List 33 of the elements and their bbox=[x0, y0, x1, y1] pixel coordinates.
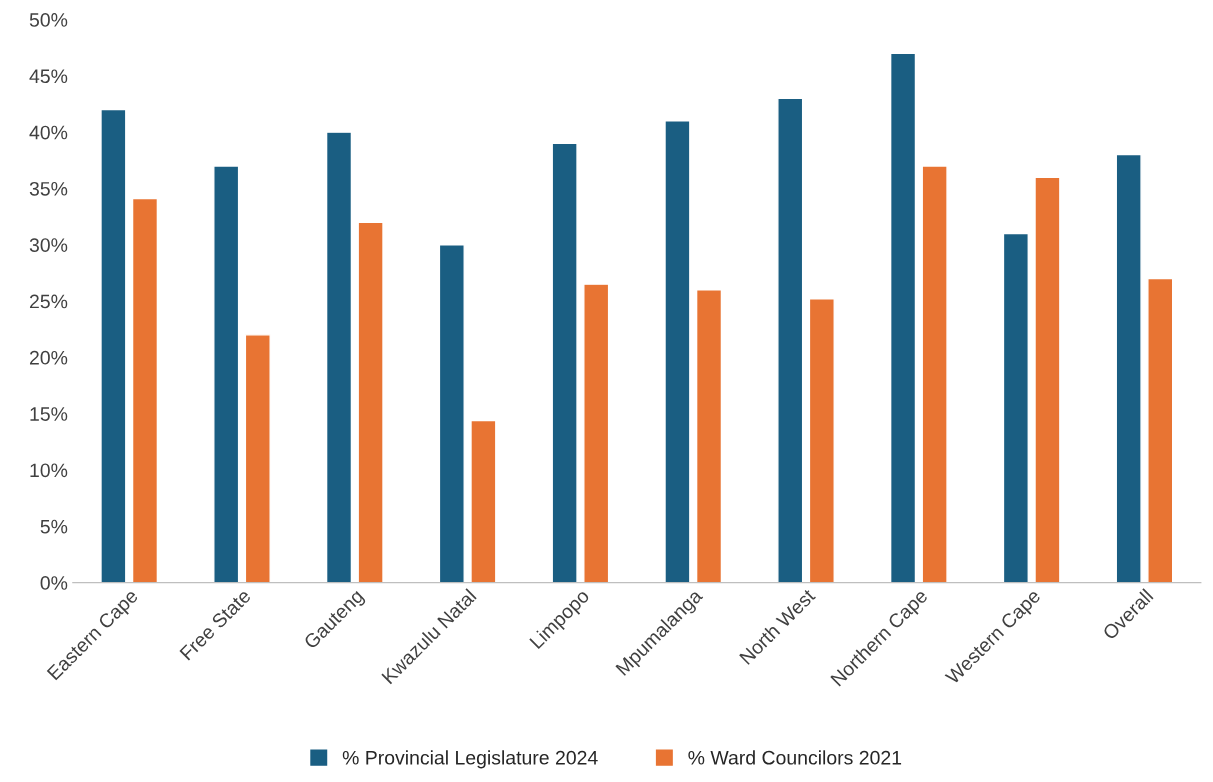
bar bbox=[1034, 176, 1061, 583]
bar bbox=[583, 283, 610, 583]
y-tick-label: 5% bbox=[40, 519, 68, 534]
bar bbox=[470, 419, 497, 583]
bar bbox=[551, 142, 578, 583]
y-tick-label: 15% bbox=[30, 407, 68, 421]
y-tick-label: 30% bbox=[29, 238, 68, 252]
bar bbox=[695, 289, 723, 583]
bar bbox=[921, 165, 948, 583]
bar bbox=[244, 334, 271, 583]
y-tick-label: 0% bbox=[40, 576, 68, 590]
bar bbox=[1115, 153, 1142, 583]
legend-label: % Provincial Legislature 2024 bbox=[342, 750, 598, 769]
y-tick-label: 50% bbox=[29, 13, 68, 27]
bar bbox=[325, 131, 353, 583]
y-tick-label: 25% bbox=[29, 294, 68, 309]
bar bbox=[357, 221, 384, 583]
bar bbox=[213, 165, 240, 583]
y-tick-label: 10% bbox=[30, 463, 68, 478]
y-tick-label: 40% bbox=[29, 125, 68, 140]
y-tick-label: 20% bbox=[29, 350, 68, 365]
bar bbox=[1002, 232, 1029, 583]
bar bbox=[664, 120, 691, 583]
bar bbox=[777, 97, 804, 583]
bar bbox=[808, 298, 835, 583]
bar bbox=[131, 197, 159, 583]
bar bbox=[100, 108, 127, 583]
bar bbox=[438, 244, 465, 583]
y-tick-label: 35% bbox=[29, 181, 68, 196]
y-tick-label: 45% bbox=[29, 69, 68, 84]
legend-label: % Ward Councilors 2021 bbox=[688, 750, 902, 765]
bar bbox=[1147, 277, 1174, 583]
bar bbox=[889, 52, 917, 583]
